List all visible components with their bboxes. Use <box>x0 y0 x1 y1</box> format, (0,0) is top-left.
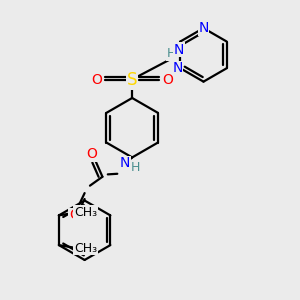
Text: N: N <box>172 61 182 75</box>
Text: H: H <box>131 161 140 174</box>
Text: O: O <box>69 208 80 222</box>
Text: CH₃: CH₃ <box>74 206 97 219</box>
Text: O: O <box>162 73 173 87</box>
Text: H: H <box>167 47 176 60</box>
Text: O: O <box>91 73 102 87</box>
Text: N: N <box>198 21 209 35</box>
Text: N: N <box>119 156 130 170</box>
Text: S: S <box>127 71 137 89</box>
Text: O: O <box>87 148 98 161</box>
Text: CH₃: CH₃ <box>74 242 97 255</box>
Text: N: N <box>174 43 184 56</box>
